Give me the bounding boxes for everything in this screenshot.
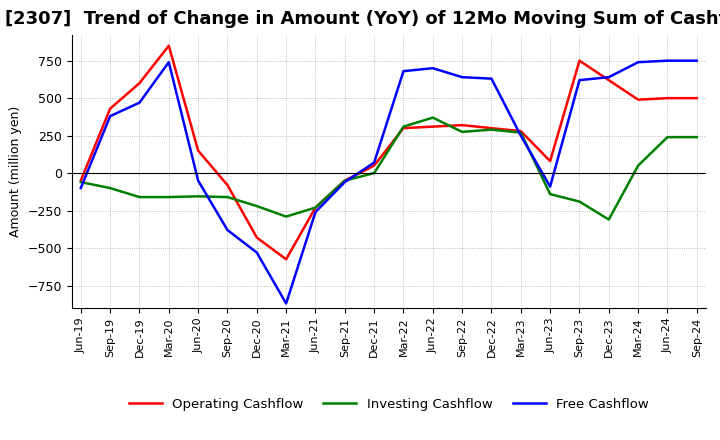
Free Cashflow xyxy=(76,185,85,191)
Operating Cashflow xyxy=(194,148,202,153)
Investing Cashflow xyxy=(76,180,85,185)
Free Cashflow xyxy=(282,301,290,306)
Free Cashflow xyxy=(341,180,349,185)
Investing Cashflow xyxy=(693,135,701,140)
Investing Cashflow xyxy=(164,194,173,200)
Free Cashflow xyxy=(605,74,613,80)
Free Cashflow xyxy=(370,160,379,165)
Free Cashflow xyxy=(663,58,672,63)
Free Cashflow xyxy=(106,114,114,119)
Y-axis label: Amount (million yen): Amount (million yen) xyxy=(9,106,22,237)
Free Cashflow xyxy=(575,77,584,83)
Investing Cashflow xyxy=(399,124,408,129)
Investing Cashflow xyxy=(634,163,642,168)
Operating Cashflow xyxy=(135,81,144,86)
Line: Free Cashflow: Free Cashflow xyxy=(81,61,697,304)
Investing Cashflow xyxy=(546,191,554,197)
Free Cashflow xyxy=(634,59,642,65)
Legend: Operating Cashflow, Investing Cashflow, Free Cashflow: Operating Cashflow, Investing Cashflow, … xyxy=(124,392,654,416)
Operating Cashflow xyxy=(399,125,408,131)
Free Cashflow xyxy=(253,250,261,255)
Free Cashflow xyxy=(164,59,173,65)
Investing Cashflow xyxy=(311,205,320,210)
Investing Cashflow xyxy=(223,194,232,200)
Investing Cashflow xyxy=(194,194,202,199)
Operating Cashflow xyxy=(516,128,525,134)
Free Cashflow xyxy=(399,69,408,74)
Operating Cashflow xyxy=(106,106,114,111)
Investing Cashflow xyxy=(605,217,613,222)
Operating Cashflow xyxy=(693,95,701,101)
Operating Cashflow xyxy=(311,205,320,210)
Investing Cashflow xyxy=(253,203,261,209)
Operating Cashflow xyxy=(370,163,379,168)
Operating Cashflow xyxy=(575,58,584,63)
Investing Cashflow xyxy=(575,199,584,204)
Line: Operating Cashflow: Operating Cashflow xyxy=(81,46,697,259)
Free Cashflow xyxy=(135,100,144,105)
Operating Cashflow xyxy=(282,257,290,262)
Title: [2307]  Trend of Change in Amount (YoY) of 12Mo Moving Sum of Cashflows: [2307] Trend of Change in Amount (YoY) o… xyxy=(5,10,720,28)
Investing Cashflow xyxy=(135,194,144,200)
Operating Cashflow xyxy=(76,178,85,183)
Investing Cashflow xyxy=(341,178,349,183)
Operating Cashflow xyxy=(253,235,261,240)
Investing Cashflow xyxy=(428,115,437,120)
Operating Cashflow xyxy=(428,124,437,129)
Investing Cashflow xyxy=(516,130,525,135)
Free Cashflow xyxy=(311,209,320,215)
Investing Cashflow xyxy=(282,214,290,219)
Investing Cashflow xyxy=(487,127,496,132)
Operating Cashflow xyxy=(223,183,232,188)
Operating Cashflow xyxy=(663,95,672,101)
Operating Cashflow xyxy=(546,158,554,164)
Operating Cashflow xyxy=(164,43,173,48)
Free Cashflow xyxy=(487,76,496,81)
Operating Cashflow xyxy=(341,178,349,183)
Operating Cashflow xyxy=(458,122,467,128)
Free Cashflow xyxy=(458,74,467,80)
Free Cashflow xyxy=(223,227,232,233)
Free Cashflow xyxy=(516,133,525,138)
Free Cashflow xyxy=(693,58,701,63)
Operating Cashflow xyxy=(487,125,496,131)
Operating Cashflow xyxy=(605,77,613,83)
Free Cashflow xyxy=(546,184,554,189)
Operating Cashflow xyxy=(634,97,642,102)
Investing Cashflow xyxy=(370,170,379,176)
Free Cashflow xyxy=(428,66,437,71)
Free Cashflow xyxy=(194,178,202,183)
Investing Cashflow xyxy=(106,185,114,191)
Line: Investing Cashflow: Investing Cashflow xyxy=(81,117,697,220)
Investing Cashflow xyxy=(663,135,672,140)
Investing Cashflow xyxy=(458,129,467,135)
